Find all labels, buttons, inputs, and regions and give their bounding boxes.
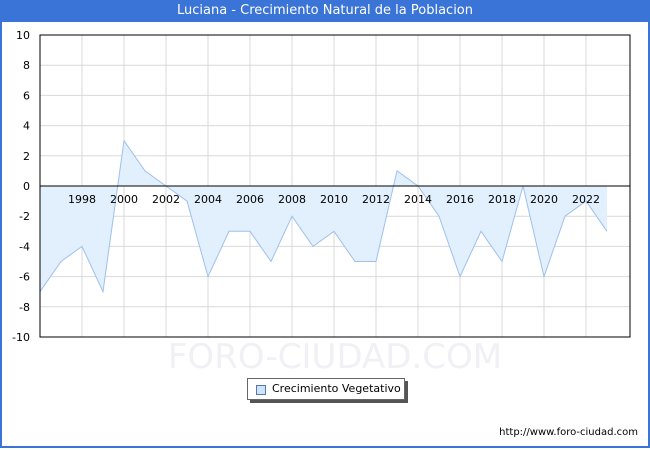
y-tick-label: 2 [23, 150, 30, 163]
chart-title: Luciana - Crecimiento Natural de la Pobl… [0, 0, 650, 22]
x-tick-label: 2018 [488, 193, 516, 206]
y-tick-label: -2 [19, 210, 30, 223]
area-fill [40, 140, 607, 292]
y-tick-label: -8 [19, 301, 30, 314]
x-tick-label: 2004 [194, 193, 222, 206]
legend-swatch-icon [256, 385, 266, 395]
legend-label: Crecimiento Vegetativo [272, 382, 401, 395]
y-tick-label: -4 [19, 240, 30, 253]
y-tick-label: 6 [23, 89, 30, 102]
x-tick-label: 2022 [572, 193, 600, 206]
x-tick-label: 2010 [320, 193, 348, 206]
watermark: FORO-CIUDAD.COM [168, 337, 502, 377]
x-tick-label: 2014 [404, 193, 432, 206]
y-tick-label: -6 [19, 271, 30, 284]
x-tick-label: 2016 [446, 193, 474, 206]
y-tick-label: 4 [23, 120, 30, 133]
series-line [39, 139, 608, 294]
x-tick-label: 2000 [110, 193, 138, 206]
plot-border [39, 34, 631, 338]
x-tick-label: 2008 [278, 193, 306, 206]
legend: Crecimiento Vegetativo [247, 378, 405, 400]
y-tick-label: 10 [16, 29, 30, 42]
x-tick-label: 2002 [152, 193, 180, 206]
x-tick-label: 2006 [236, 193, 264, 206]
y-tick-label: -10 [12, 331, 30, 344]
y-tick-label: 0 [23, 180, 30, 193]
y-tick-label: 8 [23, 59, 30, 72]
x-tick-label: 1998 [68, 193, 96, 206]
source-url[interactable]: http://www.foro-ciudad.com [499, 427, 638, 438]
x-tick-label: 2020 [530, 193, 558, 206]
x-tick-label: 2012 [362, 193, 390, 206]
